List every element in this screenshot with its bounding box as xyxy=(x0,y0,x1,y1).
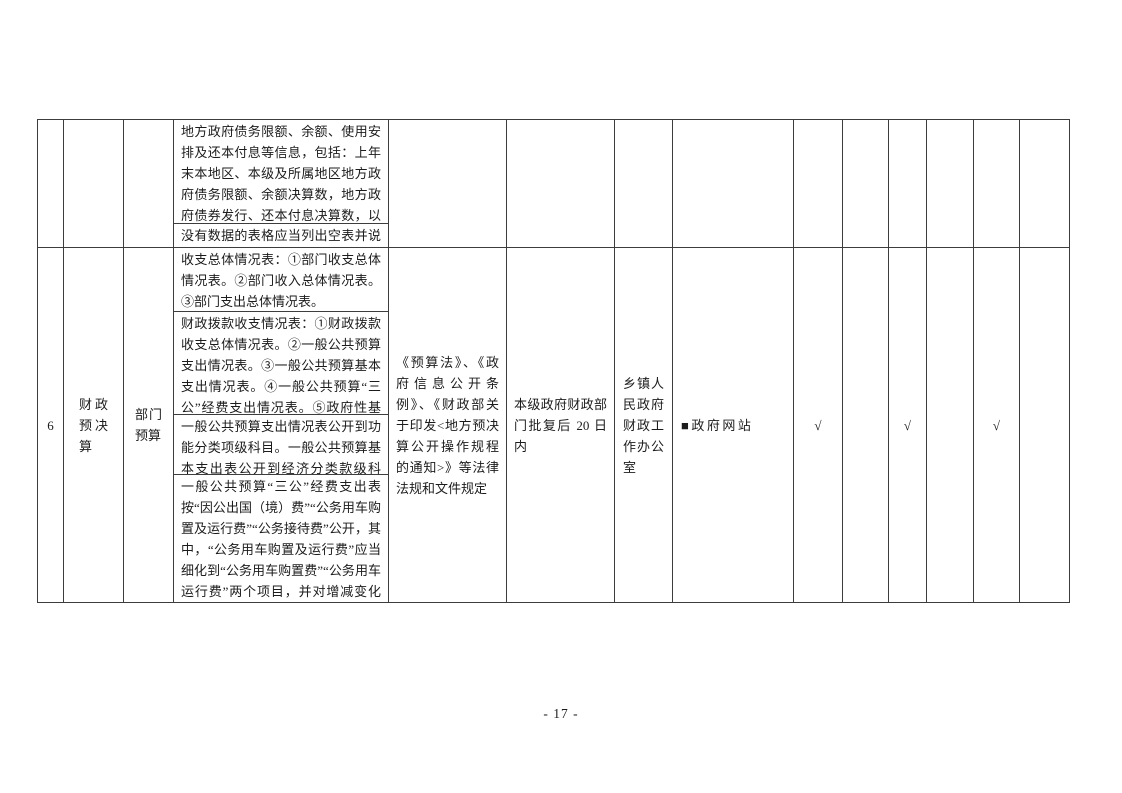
serial-number: 6 xyxy=(37,247,64,603)
mark-cell-empty xyxy=(926,119,974,248)
content-item-classification-detail: 一般公共预算支出情况表公开到功能分类项级科目。一般公共预算基本支出表公开到经济分… xyxy=(174,414,388,474)
content-item-overall-tables: 收支总体情况表：①部门收支总体情况表。②部门收入总体情况表。③部门支出总体情况表… xyxy=(181,252,381,309)
responsible-unit-text: 乡镇人民政府财政工作办公室 xyxy=(614,247,673,603)
mark-cell-empty xyxy=(888,119,927,248)
mark-cell-empty xyxy=(1019,247,1070,603)
subcategory-label: 部门预算 xyxy=(123,247,174,603)
check-mark: √ xyxy=(793,247,843,603)
responsible-cell-empty xyxy=(614,119,673,248)
page-number: - 17 - xyxy=(543,706,579,721)
content-item-empty-table-note: 没有数据的表格应当列出空表并说明。 xyxy=(174,223,388,247)
subcategory-cell-empty xyxy=(123,119,174,248)
table-row-6: 6 财政预决算 部门预算 收支总体情况表：①部门收支总体情况表。②部门收入总体情… xyxy=(37,247,1070,603)
deadline-cell-empty xyxy=(506,119,615,248)
check-mark: √ xyxy=(973,247,1020,603)
category-cell-empty xyxy=(63,119,124,248)
content-cell: 收支总体情况表：①部门收支总体情况表。②部门收入总体情况表。③部门支出总体情况表… xyxy=(173,247,389,603)
deadline-text: 本级政府财政部门批复后 20 日内 xyxy=(506,247,615,603)
mark-cell-empty xyxy=(793,119,843,248)
table-row-continuation: 地方政府债务限额、余额、使用安排及还本付息等信息，包括：上年末本地区、本级及所属… xyxy=(37,119,1070,248)
mark-cell-empty xyxy=(973,119,1020,248)
check-mark: √ xyxy=(888,247,927,603)
mark-cell-empty xyxy=(1019,119,1070,248)
channel-government-website: ■政府网站 xyxy=(672,247,794,603)
content-item-three-public-expenses: 一般公共预算“三公”经费支出表按“因公出国（境）费”“公务用车购置及运行费”“公… xyxy=(174,474,388,602)
mark-cell-empty xyxy=(926,247,974,603)
legal-basis-text: 《预算法》、《政府信息公开条例》、《财政部关于印发<地方预决算公开操作规程的通知… xyxy=(388,247,507,603)
serial-cell-empty xyxy=(37,119,64,248)
mark-cell-empty xyxy=(842,119,889,248)
content-item-debt-info: 地方政府债务限额、余额、使用安排及还本付息等信息，包括：上年末本地区、本级及所属… xyxy=(181,124,381,223)
legal-basis-cell-empty xyxy=(388,119,507,248)
mark-cell-empty xyxy=(842,247,889,603)
disclosure-catalog-table: 地方政府债务限额、余额、使用安排及还本付息等信息，包括：上年末本地区、本级及所属… xyxy=(37,119,1070,603)
content-item-appropriation-tables: 财政拨款收支情况表：①财政拨款收支总体情况表。②一般公共预算支出情况表。③一般公… xyxy=(174,311,388,414)
category-label: 财政预决算 xyxy=(63,247,124,603)
channel-cell-empty xyxy=(672,119,794,248)
content-cell: 地方政府债务限额、余额、使用安排及还本付息等信息，包括：上年末本地区、本级及所属… xyxy=(173,119,389,248)
